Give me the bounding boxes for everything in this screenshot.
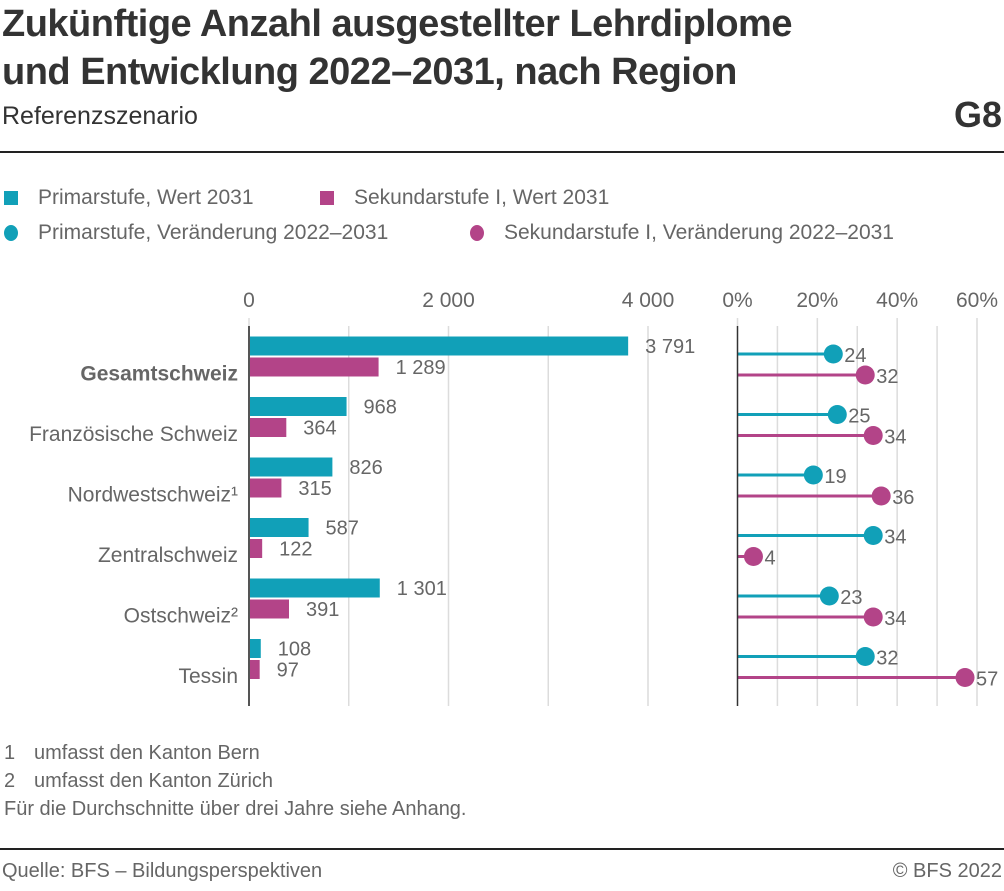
- bar-value-label: 3 791: [645, 336, 695, 358]
- header-divider: [0, 151, 1004, 153]
- footnote-text: umfasst den Kanton Bern: [34, 742, 260, 764]
- bar-chart-bars: 3 791 1 289 968 364 826 315 587 122 1 301 391 1089…: [250, 336, 695, 682]
- bar-primarstufe: [250, 639, 261, 658]
- footer-divider: [0, 848, 1004, 850]
- bar-value-label: 97: [277, 660, 299, 682]
- bar-primarstufe: [250, 578, 380, 598]
- bar-value-label: 826: [349, 457, 382, 479]
- bar-x-tick-label: 4 000: [622, 289, 675, 312]
- bar-sekundarstufe: [250, 599, 290, 619]
- legend-item-sekundar-veraenderung: Sekundarstufe I, Veränderung 2022–2031: [470, 221, 894, 245]
- bar-value-label: 587: [326, 518, 359, 540]
- bar-value-label: 122: [279, 539, 312, 561]
- category-label: Ostschweiz²: [124, 605, 238, 628]
- dot-x-tick-label: 0%: [722, 289, 752, 312]
- lollipop-dot-sekundarstufe: [863, 426, 883, 445]
- bar-primarstufe: [250, 397, 347, 416]
- legend-square-icon: [4, 191, 18, 205]
- bar-sekundarstufe: [250, 418, 287, 437]
- lollipop-value-label: 34: [884, 527, 906, 549]
- bar-x-tick-label: 2 000: [422, 289, 475, 312]
- footnote-1: 1 umfasst den Kanton Bern: [4, 742, 260, 765]
- dot-x-tick-label: 20%: [796, 289, 838, 312]
- dot-x-tick-label: 40%: [876, 289, 918, 312]
- bar-value-label: 1 301: [397, 578, 447, 600]
- category-labels: Gesamtschweiz Französische Schweiz Nordwes…: [29, 363, 238, 689]
- legend-square-icon: [320, 191, 334, 205]
- lollipop-dot-primarstufe: [803, 465, 823, 485]
- category-label: Nordwestschweiz¹: [68, 484, 238, 507]
- category-label: Gesamtschweiz: [80, 363, 238, 386]
- lollipop-dot-primarstufe: [819, 586, 839, 606]
- dot-x-tick-label: 60%: [956, 289, 998, 312]
- lollipop-dot-sekundarstufe: [855, 365, 875, 385]
- bar-primarstufe: [250, 457, 333, 477]
- lollipop-value-label: 32: [876, 366, 898, 388]
- lollipop-value-label: 4: [764, 548, 775, 570]
- lollipop-dot-primarstufe: [863, 526, 883, 545]
- chart-note: Für die Durchschnitte über drei Jahre si…: [4, 798, 467, 820]
- bar-primarstufe: [250, 518, 309, 537]
- lollipop-dot-primarstufe: [823, 344, 843, 364]
- chart-title: Zukünftige Anzahl ausgestellter Lehrdipl…: [2, 0, 792, 96]
- lollipop-value-label: 32: [876, 648, 898, 670]
- legend-circle-icon: [4, 225, 18, 241]
- lollipop-dot-primarstufe: [827, 405, 847, 424]
- bar-sekundarstufe: [250, 478, 282, 498]
- lollipop-value-label: 57: [976, 669, 998, 691]
- copyright-text: © BFS 2022: [892, 860, 1002, 882]
- graphic-number: G8: [953, 94, 1002, 135]
- bar-value-label: 1 289: [396, 357, 446, 379]
- dot-chart-gridlines: [736, 318, 978, 706]
- legend-label: Sekundarstufe I, Veränderung 2022–2031: [504, 221, 894, 244]
- footnote-text: umfasst den Kanton Zürich: [34, 770, 274, 792]
- bar-chart-gridlines: [248, 318, 649, 706]
- chart-title-line-2: und Entwicklung 2022–2031, nach Region: [2, 51, 737, 93]
- lollipop-value-label: 25: [848, 406, 870, 428]
- lollipop-value-label: 24: [844, 345, 866, 367]
- bar-sekundarstufe: [250, 357, 379, 377]
- chart-subtitle: Referenzszenario: [2, 102, 198, 130]
- footnote-number: 1: [4, 742, 16, 764]
- lollipop-dot-sekundarstufe: [863, 607, 883, 627]
- source-text: Quelle: BFS – Bildungsperspektiven: [2, 860, 323, 882]
- lollipop-value-label: 34: [884, 608, 906, 630]
- legend-item-sekundar-wert: Sekundarstufe I, Wert 2031: [320, 186, 609, 210]
- bar-primarstufe: [250, 336, 629, 356]
- lollipop-value-label: 19: [824, 466, 846, 488]
- lollipop-value-label: 23: [840, 587, 862, 609]
- footnote-number: 2: [4, 770, 16, 792]
- category-label: Tessin: [178, 665, 238, 688]
- lollipop-value-label: 36: [892, 487, 914, 509]
- bar-value-label: 315: [298, 478, 331, 500]
- category-label: Französische Schweiz: [29, 423, 238, 446]
- dot-chart-x-tick-labels: 0% 20% 40% 60%: [722, 289, 998, 312]
- lollipop-dot-sekundarstufe: [743, 547, 763, 566]
- bar-value-label: 364: [303, 418, 336, 440]
- legend-item-primar-wert: Primarstufe, Wert 2031: [4, 186, 254, 210]
- dot-chart-lollipops: 24 32 25 34 19 36 34 4 23 34 32 57: [737, 344, 998, 691]
- footnote-2: 2 umfasst den Kanton Zürich: [4, 770, 273, 793]
- bar-value-label: 968: [364, 397, 397, 419]
- lollipop-dot-primarstufe: [855, 647, 875, 666]
- legend-label: Primarstufe, Wert 2031: [38, 186, 254, 209]
- bar-x-tick-label: 0: [243, 289, 255, 312]
- lollipop-dot-sekundarstufe: [871, 486, 891, 506]
- legend-item-primar-veraenderung: Primarstufe, Veränderung 2022–2031: [4, 221, 388, 245]
- lollipop-dot-sekundarstufe: [955, 668, 975, 687]
- chart-area: 0 2 000 4 000 0% 20% 40% 60% Gesamtschweiz Fra…: [29, 289, 998, 706]
- legend-circle-icon: [470, 225, 484, 241]
- bar-sekundarstufe: [250, 660, 260, 679]
- chart-title-line-1: Zukünftige Anzahl ausgestellter Lehrdipl…: [2, 3, 792, 45]
- bar-sekundarstufe: [250, 539, 263, 558]
- legend-label: Primarstufe, Veränderung 2022–2031: [38, 221, 389, 244]
- category-label: Zentralschweiz: [98, 544, 238, 567]
- legend-label: Sekundarstufe I, Wert 2031: [354, 186, 610, 209]
- bar-chart-x-tick-labels: 0 2 000 4 000: [243, 289, 674, 312]
- bar-value-label: 391: [306, 599, 339, 621]
- bar-value-label: 108: [278, 639, 311, 661]
- lollipop-value-label: 34: [884, 427, 906, 449]
